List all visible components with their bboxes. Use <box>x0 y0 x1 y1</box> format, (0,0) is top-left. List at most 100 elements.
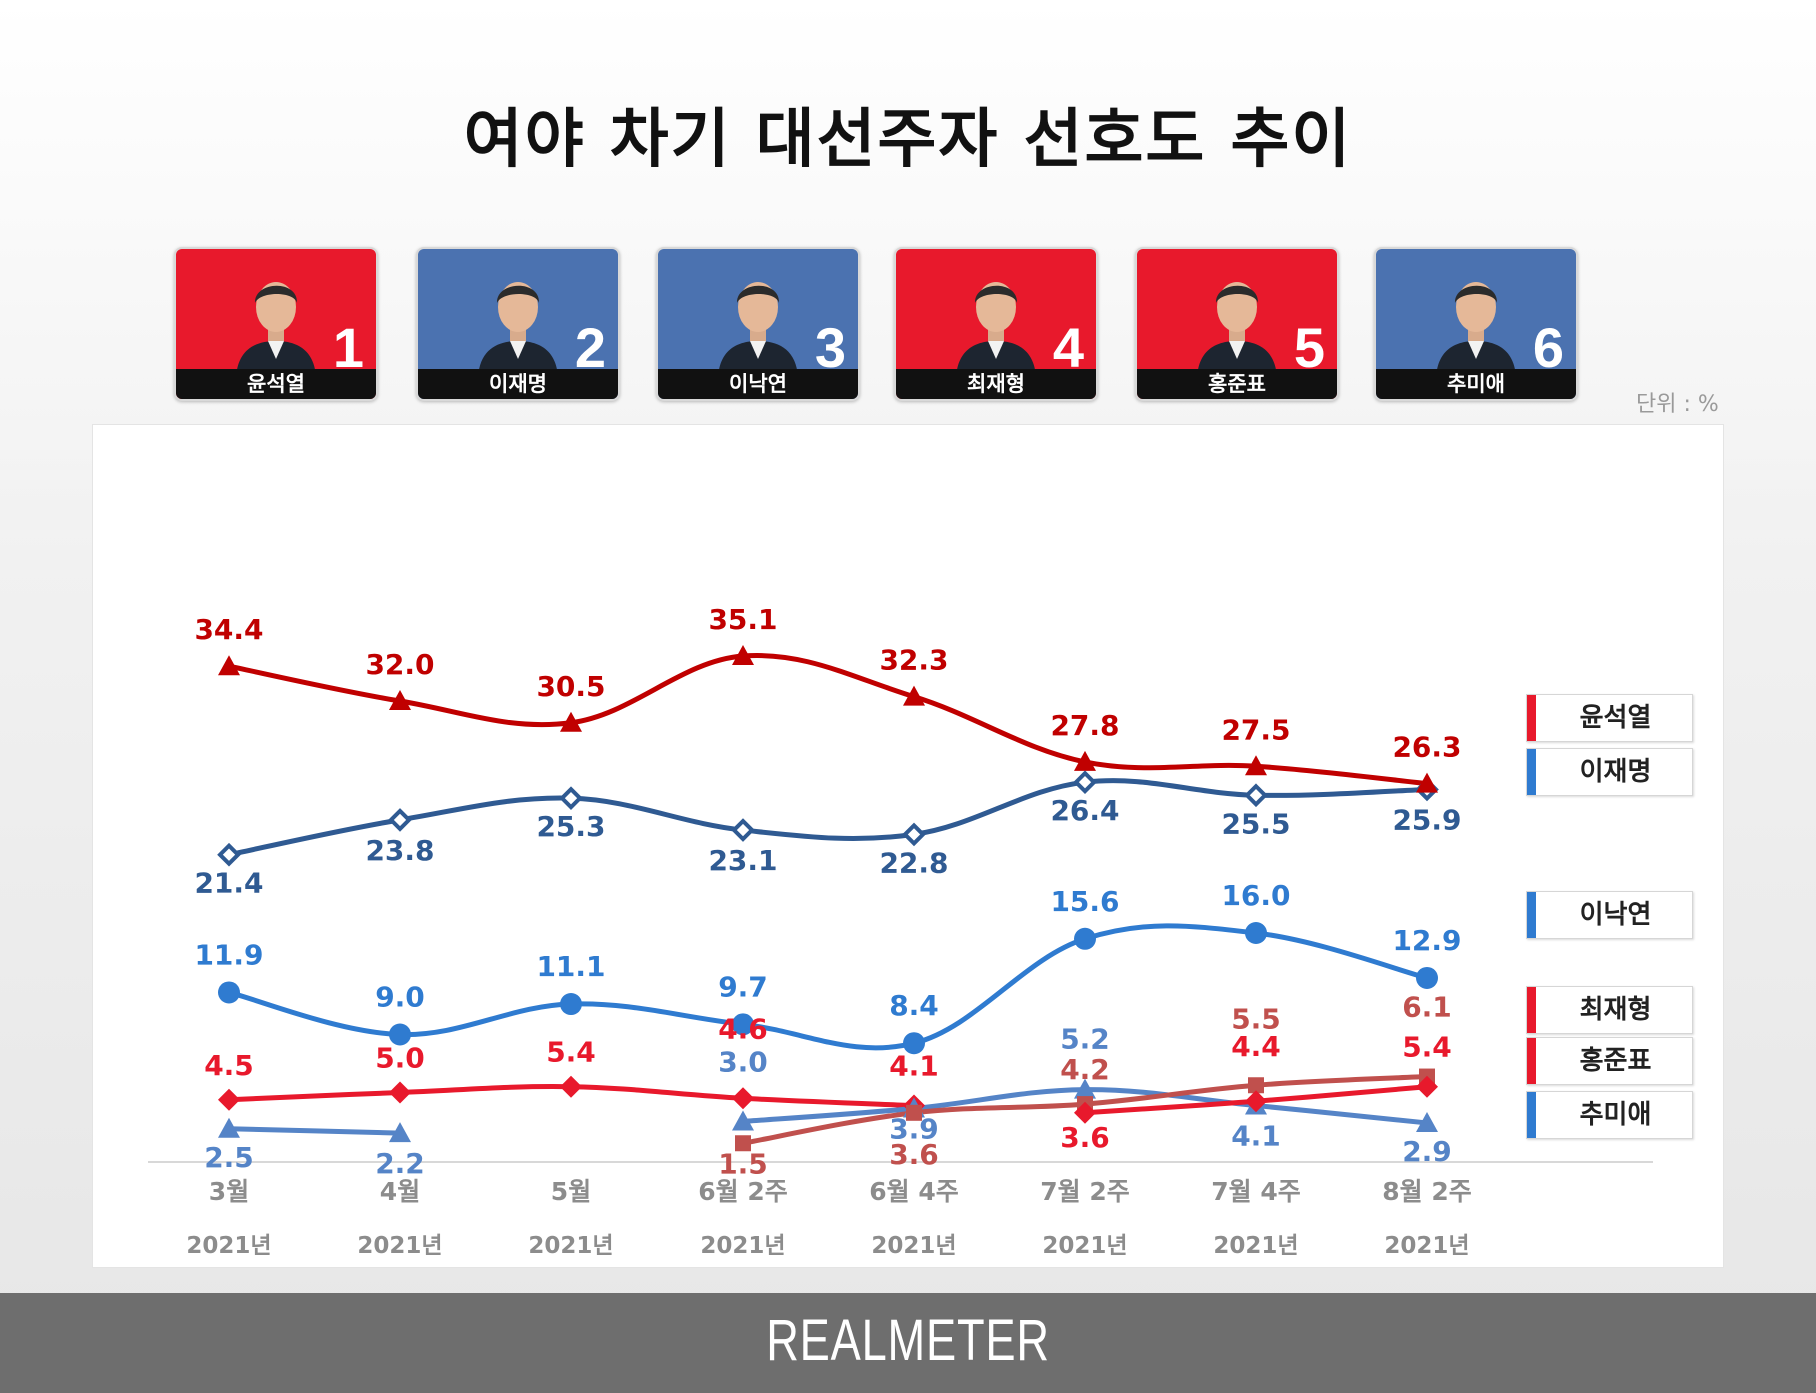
data-label: 2.5 <box>204 1141 254 1174</box>
data-point <box>1074 1078 1096 1099</box>
data-point <box>903 685 925 706</box>
legend-item: 윤석열 <box>1526 694 1693 742</box>
data-label: 23.1 <box>708 844 777 877</box>
data-point <box>1245 755 1267 776</box>
legend-label: 윤석열 <box>1579 703 1652 733</box>
data-label: 4.1 <box>1231 1120 1281 1153</box>
data-label: 5.5 <box>1231 1002 1281 1035</box>
legend-swatch <box>1527 987 1536 1033</box>
data-label: 16.0 <box>1221 879 1290 912</box>
data-point <box>560 993 582 1016</box>
data-label: 27.8 <box>1050 709 1119 742</box>
data-point <box>906 1104 922 1121</box>
candidate-card: 6 추미애 <box>1374 247 1578 401</box>
data-label: 5.4 <box>1402 1031 1452 1064</box>
data-label: 8.4 <box>889 989 939 1022</box>
x-tick-label: 3월 <box>209 1177 249 1206</box>
data-point <box>218 1088 240 1111</box>
data-point <box>389 1023 411 1046</box>
data-point <box>732 645 754 666</box>
legend-label: 이낙연 <box>1579 900 1652 930</box>
portrait-icon <box>718 282 798 377</box>
candidate-card: 2 이재명 <box>416 247 620 401</box>
unit-label: 단위 : % <box>1636 392 1719 417</box>
series-line <box>226 778 1430 858</box>
data-point <box>560 711 582 732</box>
candidate-rank: 5 <box>1293 316 1325 379</box>
data-point <box>218 655 240 676</box>
candidate-rank: 4 <box>1052 316 1084 379</box>
data-point <box>731 818 755 842</box>
plot-panel: 3월 2021년 4월 2021년 5월 2021년 6월 2주 2021년 6월 4주 2021… <box>92 424 1724 1268</box>
x-tick-label: 6월 2주 <box>698 1177 788 1206</box>
data-point <box>389 1122 411 1143</box>
x-tick-sublabel: 2021년 <box>1213 1233 1298 1259</box>
data-label: 27.5 <box>1221 713 1290 746</box>
data-point <box>1074 1101 1096 1124</box>
data-label: 11.9 <box>194 938 263 971</box>
x-tick-sublabel: 2021년 <box>871 1233 956 1259</box>
data-point <box>389 1081 411 1104</box>
data-point <box>1248 1077 1264 1094</box>
candidate-card: 1 윤석열 <box>174 247 378 401</box>
data-point <box>1416 1111 1438 1132</box>
data-label: 12.9 <box>1392 924 1461 957</box>
data-point <box>1416 1075 1438 1098</box>
data-label: 11.1 <box>536 950 605 983</box>
data-label: 2.9 <box>1402 1135 1452 1168</box>
candidate-rank: 2 <box>574 316 606 379</box>
candidate-name: 이낙연 <box>658 369 858 399</box>
series-line <box>226 653 1430 787</box>
data-point <box>732 1013 754 1036</box>
chart-title: 여야 차기 대선주자 선호도 추이 <box>463 103 1353 177</box>
candidate-rank: 3 <box>814 316 846 379</box>
candidate-rank: 1 <box>332 316 364 379</box>
data-label: 3.6 <box>1060 1121 1110 1154</box>
candidate-rank: 6 <box>1532 316 1564 379</box>
data-label: 5.4 <box>546 1036 596 1069</box>
legend-swatch <box>1527 1092 1536 1138</box>
candidate-name: 추미애 <box>1376 369 1576 399</box>
legend-item: 이재명 <box>1526 748 1693 796</box>
data-point <box>1416 772 1438 793</box>
data-point <box>217 842 241 867</box>
data-label: 22.8 <box>879 846 948 879</box>
line-chart: 3월 2021년 4월 2021년 5월 2021년 6월 2주 2021년 6월 4주 2021… <box>148 603 1653 1259</box>
candidate-name: 이재명 <box>418 369 618 399</box>
data-label: 25.9 <box>1392 803 1461 836</box>
x-tick-sublabel: 2021년 <box>700 1233 785 1259</box>
x-tick-sublabel: 2021년 <box>1384 1233 1469 1259</box>
data-label: 30.5 <box>536 670 605 703</box>
data-label: 2.2 <box>375 1147 425 1180</box>
portrait-icon <box>956 282 1036 377</box>
legend-swatch <box>1527 1038 1536 1084</box>
legend-item: 이낙연 <box>1526 891 1693 939</box>
portrait-icon <box>478 282 558 377</box>
data-point <box>560 1075 582 1098</box>
data-point <box>902 822 926 847</box>
data-point <box>1074 927 1096 950</box>
x-tick-label: 7월 4주 <box>1211 1177 1301 1206</box>
data-point <box>1244 783 1268 808</box>
portrait-icon <box>236 282 316 377</box>
candidate-card: 4 최재형 <box>894 247 1098 401</box>
legend-swatch <box>1527 892 1536 938</box>
legend-item: 추미애 <box>1526 1091 1693 1139</box>
data-label: 3.9 <box>889 1112 939 1145</box>
legend-swatch <box>1527 695 1536 741</box>
data-point <box>1416 966 1438 989</box>
data-label: 32.0 <box>365 648 434 681</box>
data-label: 9.0 <box>375 981 425 1014</box>
candidate-name: 홍준표 <box>1137 369 1337 399</box>
data-point <box>732 1087 754 1110</box>
candidate-card: 5 홍준표 <box>1135 247 1339 401</box>
data-label: 32.3 <box>879 644 948 677</box>
data-point <box>218 981 240 1004</box>
x-tick-sublabel: 2021년 <box>1042 1233 1127 1259</box>
x-tick-label: 8월 2주 <box>1382 1177 1472 1206</box>
x-tick-sublabel: 2021년 <box>357 1233 442 1259</box>
data-label: 23.8 <box>365 834 434 867</box>
data-label: 15.6 <box>1050 885 1119 918</box>
data-label: 4.2 <box>1060 1053 1110 1086</box>
data-label: 4.5 <box>204 1049 254 1082</box>
